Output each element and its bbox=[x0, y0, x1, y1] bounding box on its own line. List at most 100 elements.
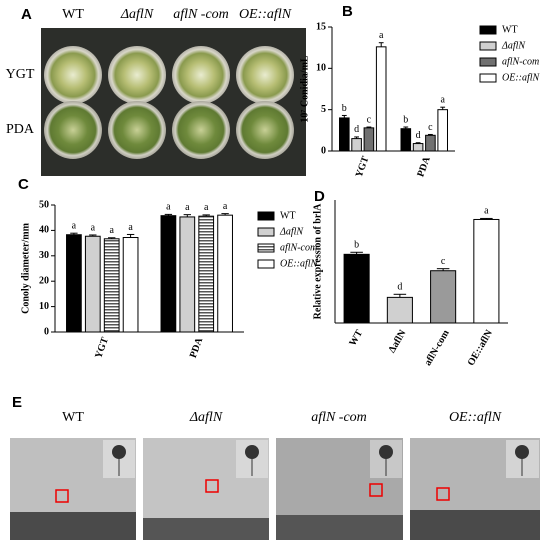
significance-letter: b bbox=[403, 114, 408, 125]
bar bbox=[84, 235, 101, 333]
significance-letter: a bbox=[440, 94, 445, 105]
photo-label: aflN -com bbox=[311, 410, 367, 425]
y-tick-label: 40 bbox=[39, 225, 49, 236]
y-tick-label: 20 bbox=[39, 275, 49, 286]
column-label: WT bbox=[62, 7, 84, 22]
bar bbox=[343, 253, 370, 324]
panel-label: B bbox=[342, 3, 353, 20]
bar bbox=[425, 134, 436, 152]
plate bbox=[236, 101, 294, 159]
bar bbox=[400, 128, 412, 152]
bar bbox=[437, 109, 448, 152]
bar bbox=[473, 218, 500, 324]
bar bbox=[412, 143, 424, 152]
y-tick-label: 5 bbox=[321, 104, 326, 115]
panel-label: A bbox=[21, 6, 32, 23]
y-axis-label: Relative expression of brlA bbox=[312, 203, 323, 319]
legend-label: ΔaflN bbox=[279, 226, 304, 237]
legend-swatch bbox=[479, 57, 497, 67]
legend-label: OE::aflN bbox=[502, 72, 541, 83]
significance-letter: c bbox=[441, 256, 446, 267]
bar bbox=[375, 46, 387, 152]
bar bbox=[363, 127, 375, 152]
significance-letter: a bbox=[128, 222, 133, 233]
legend-label: WT bbox=[502, 24, 518, 35]
y-axis-label: Conoly diameter/mm bbox=[20, 222, 31, 313]
significance-letter: a bbox=[91, 222, 96, 233]
bar bbox=[339, 117, 350, 152]
photo-label: ΔaflN bbox=[189, 410, 223, 425]
y-tick-label: 50 bbox=[39, 199, 49, 210]
bar bbox=[430, 270, 457, 324]
bar bbox=[66, 234, 82, 333]
photo-label: OE::aflN bbox=[449, 410, 502, 425]
significance-letter: a bbox=[204, 202, 209, 213]
significance-letter: d bbox=[397, 282, 402, 293]
plate bbox=[44, 46, 102, 104]
y-tick-label: 10 bbox=[316, 63, 326, 74]
significance-letter: b bbox=[342, 103, 347, 114]
x-tick-label: aflN-com bbox=[422, 328, 452, 368]
legend-label: aflN-com bbox=[280, 242, 317, 253]
x-tick-label: OE::aflN bbox=[466, 327, 496, 367]
plate bbox=[44, 101, 102, 159]
legend-label: WT bbox=[280, 210, 296, 221]
legend-swatch bbox=[479, 73, 497, 83]
legend-label: OE::aflN bbox=[280, 258, 319, 269]
y-tick-label: 10 bbox=[39, 301, 49, 312]
significance-letter: a bbox=[185, 202, 190, 213]
bar bbox=[122, 237, 139, 333]
legend-swatch bbox=[257, 259, 275, 269]
legend-swatch bbox=[257, 243, 275, 253]
x-tick-label: PDA bbox=[188, 336, 206, 360]
plate bbox=[108, 46, 166, 104]
significance-letter: a bbox=[109, 225, 114, 236]
column-label: OE::aflN bbox=[239, 7, 292, 22]
bar bbox=[103, 238, 120, 333]
legend-swatch bbox=[257, 227, 275, 237]
significance-letter: c bbox=[367, 114, 372, 125]
bar bbox=[217, 214, 233, 333]
significance-letter: a bbox=[166, 202, 171, 213]
significance-letter: a bbox=[379, 30, 384, 41]
y-axis-label: 10⁷ Conidia/mL bbox=[299, 55, 310, 123]
bar bbox=[351, 138, 362, 152]
legend-label: aflN-com bbox=[502, 56, 539, 67]
significance-letter: d bbox=[416, 130, 421, 141]
bar bbox=[386, 296, 413, 324]
panel-label: C bbox=[18, 176, 29, 193]
y-tick-label: 15 bbox=[316, 21, 326, 32]
x-tick-label: ΔaflN bbox=[387, 327, 409, 354]
row-label: PDA bbox=[6, 122, 35, 137]
significance-letter: a bbox=[223, 201, 228, 212]
y-tick-label: 0 bbox=[44, 326, 49, 337]
x-tick-label: YGT bbox=[354, 155, 372, 179]
y-tick-label: 0 bbox=[321, 145, 326, 156]
panel-label: D bbox=[314, 188, 325, 205]
significance-letter: a bbox=[72, 220, 77, 231]
column-label: ΔaflN bbox=[120, 7, 154, 22]
row-label: YGT bbox=[6, 67, 35, 82]
x-tick-label: PDA bbox=[415, 155, 433, 179]
significance-letter: c bbox=[428, 122, 433, 133]
x-tick-label: WT bbox=[347, 328, 365, 348]
x-tick-label: YGT bbox=[93, 336, 111, 360]
bar bbox=[160, 215, 177, 333]
legend-label: ΔaflN bbox=[501, 40, 526, 51]
y-tick-label: 30 bbox=[39, 250, 49, 261]
plate bbox=[172, 46, 230, 104]
photo-label: WT bbox=[62, 410, 84, 425]
plate bbox=[172, 101, 230, 159]
bar bbox=[179, 216, 196, 333]
panel-label: E bbox=[12, 394, 22, 411]
plate bbox=[236, 46, 294, 104]
significance-letter: b bbox=[354, 240, 359, 251]
legend-swatch bbox=[479, 41, 497, 51]
microscopy-photos bbox=[10, 438, 540, 540]
bar bbox=[198, 215, 215, 333]
legend-swatch bbox=[257, 211, 275, 221]
significance-letter: d bbox=[354, 124, 359, 135]
plate bbox=[108, 101, 166, 159]
legend-swatch bbox=[479, 25, 497, 35]
